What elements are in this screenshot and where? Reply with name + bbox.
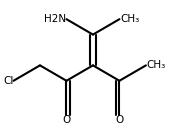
Text: O: O <box>115 115 123 125</box>
Text: H2N: H2N <box>44 14 66 24</box>
Text: Cl: Cl <box>3 76 13 86</box>
Text: CH₃: CH₃ <box>120 14 140 24</box>
Text: O: O <box>62 115 71 125</box>
Text: CH₃: CH₃ <box>147 60 166 70</box>
